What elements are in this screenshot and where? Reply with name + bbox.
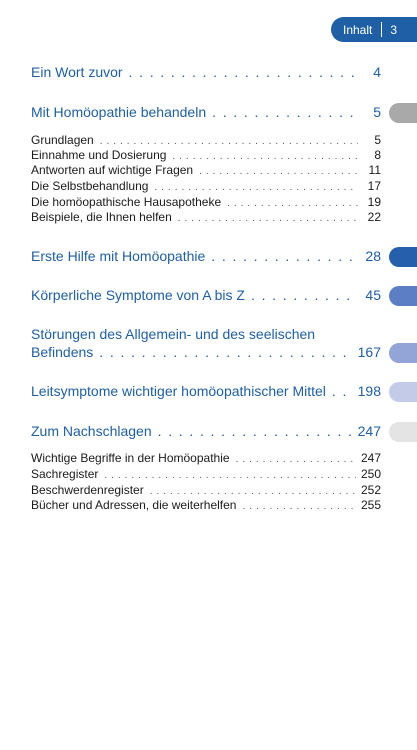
toc-title: Einnahme und Dosierung <box>31 148 167 162</box>
toc-title: Die Selbstbehandlung <box>31 179 149 193</box>
toc-title: Körperliche Symptome von A bis Z <box>31 287 245 303</box>
dot-leader <box>154 182 358 193</box>
toc-page: 247 <box>360 451 381 465</box>
toc-title: Ein Wort zuvor <box>31 64 123 80</box>
toc-entry-stoerungen-line1[interactable]: Störungen des Allgemein- und des seelisc… <box>31 326 316 342</box>
page-number: 3 <box>390 22 398 37</box>
toc-title: Erste Hilfe mit Homöopathie <box>31 248 206 264</box>
toc-page: 250 <box>360 467 381 481</box>
toc-page: 4 <box>373 64 381 80</box>
toc-page: 167 <box>357 344 381 360</box>
toc-entry-behandeln[interactable]: Mit Homöopathie behandeln 5 <box>31 104 381 120</box>
dot-leader <box>158 423 353 439</box>
dot-leader <box>242 501 356 512</box>
section-badge: Inhalt 3 <box>331 17 417 42</box>
toc-page: 28 <box>365 248 381 264</box>
toc-entry-wort[interactable]: Ein Wort zuvor 4 <box>31 64 381 80</box>
chapter-tab-marker[interactable] <box>389 286 417 306</box>
toc-page: 252 <box>360 483 381 497</box>
badge-divider <box>381 22 383 37</box>
dot-leader <box>178 213 358 224</box>
dot-leader <box>129 64 358 80</box>
toc-subentry[interactable]: Die Selbstbehandlung 17 <box>31 179 381 193</box>
dot-leader <box>150 486 356 497</box>
toc-subentry[interactable]: Einnahme und Dosierung 8 <box>31 148 381 162</box>
dot-leader <box>100 136 358 147</box>
toc-page: 198 <box>357 383 381 399</box>
dot-leader <box>99 344 352 360</box>
toc-subentry[interactable]: Beispiele, die Ihnen helfen 22 <box>31 210 381 224</box>
dot-leader <box>104 470 356 481</box>
toc-subentry[interactable]: Antworten auf wichtige Fragen 11 <box>31 163 381 177</box>
toc-page: 22 <box>367 210 381 224</box>
chapter-tab-marker[interactable] <box>389 343 417 363</box>
toc-title: Befindens <box>31 344 94 360</box>
toc-entry-symptome[interactable]: Körperliche Symptome von A bis Z 45 <box>31 287 381 303</box>
chapter-tab-marker[interactable] <box>389 382 417 402</box>
toc-page: 19 <box>367 195 381 209</box>
toc-subentry[interactable]: Wichtige Begriffe in der Homöopathie 247 <box>31 451 381 465</box>
toc-entry-stoerungen[interactable]: Befindens 167 <box>31 344 381 360</box>
toc-page: 45 <box>365 287 381 303</box>
chapter-tab-marker[interactable] <box>389 422 417 442</box>
toc-title: Leitsymptome wichtiger homöopathischer M… <box>31 383 326 399</box>
chapter-tab-marker[interactable] <box>389 103 417 123</box>
dot-leader <box>236 454 356 465</box>
toc-title: Grundlagen <box>31 133 94 147</box>
toc-subentry[interactable]: Bücher und Adressen, die weiterhelfen 25… <box>31 498 381 512</box>
toc-subentry[interactable]: Beschwerdenregister 252 <box>31 483 381 497</box>
dot-leader <box>212 104 358 120</box>
toc-page: 247 <box>357 423 381 439</box>
toc-subentry[interactable]: Die homöopathische Hausapotheke 19 <box>31 195 381 209</box>
toc-page: 5 <box>374 133 381 147</box>
dot-leader <box>251 287 358 303</box>
toc-title: Beschwerdenregister <box>31 483 144 497</box>
dot-leader <box>332 383 353 399</box>
toc-title: Wichtige Begriffe in der Homöopathie <box>31 451 230 465</box>
toc-subentry[interactable]: Grundlagen 5 <box>31 133 381 147</box>
toc-page: 8 <box>374 148 381 162</box>
chapter-tab-marker[interactable] <box>389 247 417 267</box>
dot-leader <box>199 166 358 177</box>
toc-title: Mit Homöopathie behandeln <box>31 104 207 120</box>
toc-page: 255 <box>360 498 381 512</box>
toc-title: Zum Nachschlagen <box>31 423 152 439</box>
toc-subentry[interactable]: Sachregister 250 <box>31 467 381 481</box>
toc-title: Beispiele, die Ihnen helfen <box>31 210 172 224</box>
toc-title: Die homöopathische Hausapotheke <box>31 195 222 209</box>
toc-title: Bücher und Adressen, die weiterhelfen <box>31 498 237 512</box>
section-label: Inhalt <box>343 22 373 37</box>
toc-entry-erste-hilfe[interactable]: Erste Hilfe mit Homöopathie 28 <box>31 248 381 264</box>
toc-page: 17 <box>367 179 381 193</box>
dot-leader <box>172 151 358 162</box>
toc-page: 5 <box>373 104 381 120</box>
toc-entry-nachschlagen[interactable]: Zum Nachschlagen 247 <box>31 423 381 439</box>
dot-leader <box>227 198 358 209</box>
toc-entry-leitsymptome[interactable]: Leitsymptome wichtiger homöopathischer M… <box>31 383 381 399</box>
dot-leader <box>211 248 358 264</box>
toc-page: 11 <box>368 163 381 177</box>
toc-title: Sachregister <box>31 467 99 481</box>
toc-title: Antworten auf wichtige Fragen <box>31 163 194 177</box>
